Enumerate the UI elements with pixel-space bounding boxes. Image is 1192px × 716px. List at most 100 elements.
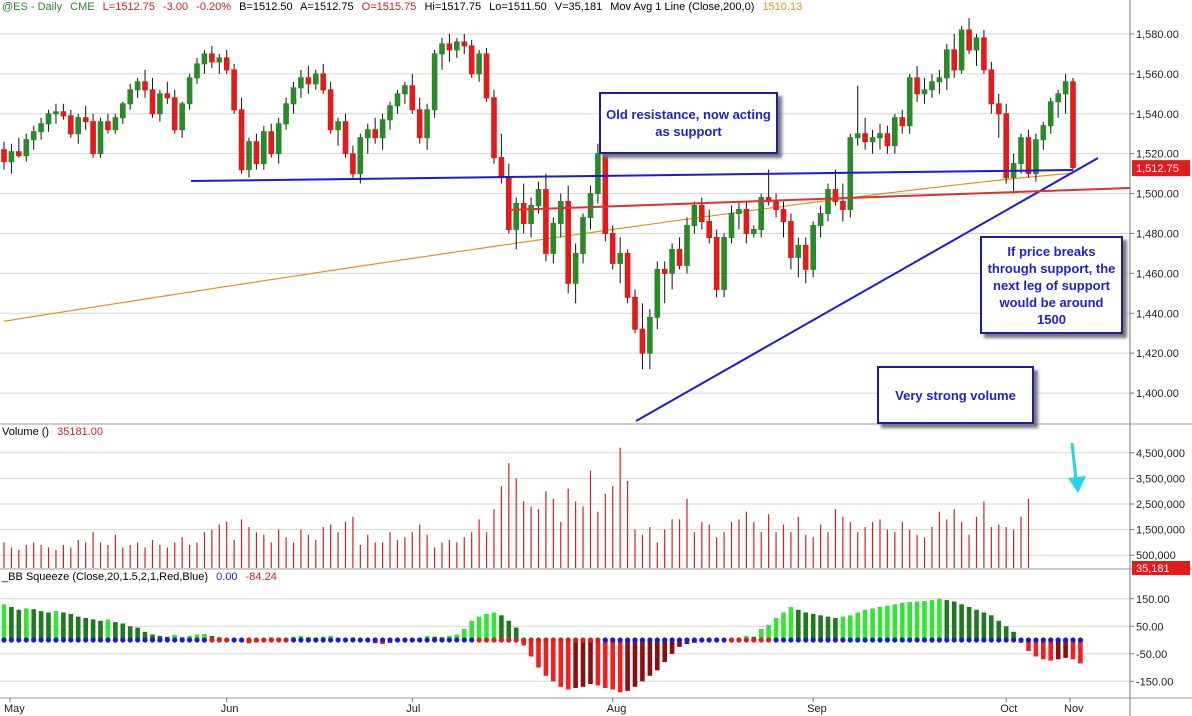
squeeze-dot <box>454 637 460 643</box>
candle-body <box>45 113 52 125</box>
candle-body <box>1062 81 1069 95</box>
squeeze-dot <box>610 637 616 643</box>
candle-body <box>572 252 579 284</box>
candle-body <box>758 197 765 231</box>
candle-body <box>402 85 408 95</box>
squeeze-bar <box>1048 640 1053 661</box>
squeeze-bar <box>1070 640 1076 660</box>
candle-body <box>416 109 423 139</box>
squeeze-dot <box>996 637 1002 643</box>
squeeze-dot <box>751 637 757 643</box>
squeeze-bar <box>528 640 534 657</box>
squeeze-bar <box>803 612 808 640</box>
candle-body <box>120 103 126 119</box>
squeeze-bar <box>840 616 846 640</box>
candle-body <box>75 117 82 135</box>
squeeze-dot <box>506 637 512 643</box>
squeeze-bar <box>989 615 994 641</box>
squeeze-bar <box>105 619 111 640</box>
squeeze-dot <box>1063 637 1069 643</box>
squeeze-bar <box>90 619 96 640</box>
candle-body <box>743 209 750 234</box>
candle-body <box>483 53 490 99</box>
squeeze-dot <box>840 637 846 643</box>
squeeze-bar <box>766 624 771 640</box>
squeeze-bar <box>150 634 155 640</box>
volume-value: V=35,181 <box>554 1 603 13</box>
squeeze-bar <box>617 640 623 693</box>
squeeze-bar <box>788 607 794 640</box>
candle-body <box>186 77 193 105</box>
squeeze-dot <box>550 637 556 643</box>
bid-value: B=1512.50 <box>239 1 293 13</box>
squeeze-dot <box>276 637 282 643</box>
squeeze-dot <box>75 637 81 643</box>
candle-body <box>788 221 794 258</box>
squeeze-dot <box>31 637 37 643</box>
low-value: Lo=1511.50 <box>489 1 547 13</box>
candle-body <box>513 203 520 230</box>
squeeze-dot <box>728 637 735 643</box>
squeeze-dot <box>884 637 891 643</box>
candle-body <box>134 81 141 91</box>
squeeze-bar <box>543 640 549 676</box>
squeeze-dot <box>535 637 542 643</box>
candle-body <box>23 139 30 157</box>
squeeze-bar <box>202 634 207 640</box>
squeeze-bar <box>944 600 950 640</box>
squeeze-dot <box>944 637 950 643</box>
candle-body <box>127 89 134 105</box>
squeeze-dot <box>1011 637 1017 643</box>
squeeze-bar <box>513 627 519 640</box>
x-tick-label: Sep <box>807 703 827 715</box>
candle-body <box>728 213 735 238</box>
squeeze-bar <box>491 612 497 640</box>
squeeze-bar <box>810 613 816 640</box>
squeeze-dot <box>862 637 868 643</box>
candle-body <box>105 121 111 131</box>
squeeze-bar <box>796 609 801 641</box>
price-tick-label: 1,560.00 <box>1136 69 1179 81</box>
candle-body <box>60 111 67 117</box>
squeeze-dot <box>305 637 311 643</box>
candle-body <box>38 123 44 133</box>
trendline-red-support <box>507 187 1131 211</box>
candle-body <box>832 189 839 203</box>
symbol-label: @ES - Daily <box>2 1 63 13</box>
squeeze-dot <box>268 637 274 643</box>
candle-body <box>68 115 74 135</box>
candle-body <box>958 29 965 71</box>
squeeze-dot <box>461 637 467 643</box>
squeeze-dot <box>528 637 534 643</box>
squeeze-dot <box>491 637 497 643</box>
squeeze-dot <box>23 637 29 643</box>
squeeze-bar <box>1055 640 1061 660</box>
ma-value: 1510.13 <box>762 1 803 13</box>
squeeze-dot <box>743 637 750 643</box>
squeeze-dot <box>825 637 831 643</box>
squeeze-dot <box>981 637 987 643</box>
squeeze-dot <box>201 637 207 643</box>
squeeze-bar <box>46 612 51 640</box>
candle-body <box>394 93 401 107</box>
squeeze-tick-label: -50.00 <box>1136 649 1167 661</box>
high-value: Hi=1517.75 <box>424 1 482 13</box>
candle-body <box>676 248 683 266</box>
squeeze-bar <box>462 629 467 640</box>
squeeze-bar <box>113 622 118 640</box>
candle-body <box>379 119 386 139</box>
candle-body <box>825 189 831 215</box>
chart-header: @ES - Daily CME L=1512.75 -3.00 -0.20% B… <box>2 1 807 13</box>
squeeze-dot <box>632 637 638 643</box>
candle-body <box>773 201 779 210</box>
squeeze-dot <box>127 637 133 643</box>
squeeze-bar <box>68 613 74 640</box>
squeeze-dot <box>365 637 371 643</box>
squeeze-dot <box>387 637 393 643</box>
squeeze-dot <box>714 637 720 643</box>
candle-body <box>30 131 37 141</box>
squeeze-dot <box>788 637 794 643</box>
squeeze-dot <box>439 637 445 643</box>
squeeze-dot <box>870 637 876 643</box>
candle-body <box>1 149 7 163</box>
